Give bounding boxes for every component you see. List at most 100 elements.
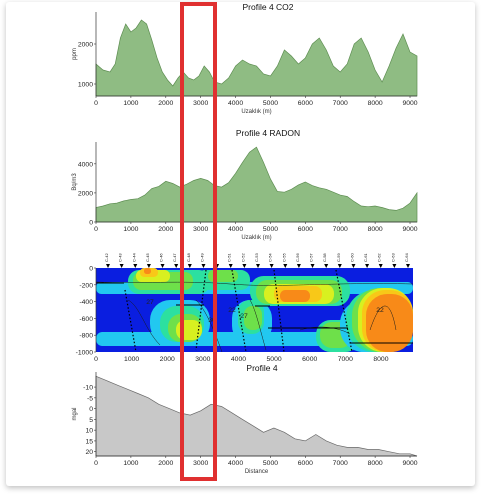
contour-label: 22 [376, 307, 384, 314]
station-marker [174, 264, 179, 268]
station-marker [269, 264, 274, 268]
station-marker [256, 264, 260, 268]
y-axis-label-gravity: mgal [72, 407, 78, 420]
y-tick-label-resistivity: -600 [79, 316, 93, 323]
station-label: C-63 [390, 253, 395, 262]
fault-dashed [195, 269, 207, 351]
panel-co2: 0 1000 2000 3000 4000 5000 6000 7000 8000 9000 100… [72, 2, 418, 115]
station-marker [406, 264, 410, 268]
y-tick-label-gravity: 20 [85, 449, 93, 456]
station-label: C-48 [186, 253, 191, 262]
station-marker [119, 264, 124, 268]
y-tick-label-gravity: -5 [87, 395, 93, 402]
station-marker [392, 264, 397, 268]
x-tick-label-co2: 2000 [158, 100, 173, 107]
title-co2: Profile 4 CO2 [242, 2, 293, 12]
section-blob [208, 270, 238, 282]
highlight-box [180, 2, 217, 481]
station-marker [187, 264, 192, 268]
station-label: C-46 [159, 253, 164, 262]
station-label: C-54 [268, 253, 273, 262]
contour-label: 22 [228, 307, 236, 314]
x-tick-label-gravity: 0 [94, 460, 98, 467]
station-label: C-58 [322, 253, 327, 262]
y-tick-label-gravity: -10 [83, 385, 93, 392]
y-tick-label-resistivity: -200 [79, 282, 93, 289]
x-tick-label-gravity: 1000 [123, 460, 138, 467]
x-tick-label-gravity: 5000 [263, 460, 278, 467]
x-tick-label-co2: 6000 [298, 100, 313, 107]
station-marker [146, 264, 151, 268]
station-label: C-44 [131, 253, 136, 262]
y-tick-label-radon: 4000 [78, 161, 93, 168]
station-label: C-61 [363, 253, 368, 262]
x-tick-label-gravity: 2000 [158, 460, 173, 467]
y-tick-label-resistivity: 0 [89, 266, 93, 273]
area-series-radon [95, 146, 418, 223]
y-tick-label-co2: 1000 [78, 82, 93, 89]
station-marker [296, 264, 301, 268]
x-tick-label-gravity: 9000 [402, 460, 417, 467]
contour-label: 27 [240, 313, 248, 320]
station-marker [337, 264, 342, 268]
x-tick-label-resistivity: 2000 [160, 356, 175, 363]
y-axis-label-co2: ppm [72, 48, 78, 60]
x-tick-label-resistivity: 7000 [338, 356, 353, 363]
station-marker [242, 264, 247, 268]
y-tick-label-gravity: 0 [89, 406, 93, 413]
station-marker [365, 264, 370, 268]
area-series-co2 [95, 19, 418, 97]
station-marker [283, 264, 288, 268]
contour-label: 30 [208, 317, 216, 324]
x-tick-label-resistivity: 4000 [231, 356, 246, 363]
contour-line [96, 281, 413, 286]
x-tick-label-co2: 4000 [228, 100, 243, 107]
x-tick-label-radon: 6000 [298, 226, 313, 233]
section-blob [280, 290, 310, 302]
station-marker [133, 264, 138, 268]
y-tick-label-radon: 0 [89, 220, 93, 227]
x-tick-label-gravity: 3000 [193, 460, 208, 467]
y-tick-label-radon: 2000 [78, 190, 93, 197]
x-tick-label-co2: 3000 [193, 100, 208, 107]
y-tick-label-gravity: 10 [85, 428, 93, 435]
x-tick-label-co2: 5000 [263, 100, 278, 107]
y-tick-label-gravity: 15 [85, 438, 93, 445]
x-tick-label-resistivity: 5000 [267, 356, 282, 363]
station-label: C-43 [118, 253, 123, 262]
station-label: C-55 [281, 253, 286, 262]
x-tick-label-radon: 5000 [263, 226, 278, 233]
x-tick-label-resistivity: 1000 [124, 356, 139, 363]
x-tick-label-co2: 9000 [402, 100, 417, 107]
section-blob [144, 268, 151, 274]
y-tick-label-co2: 2000 [78, 42, 93, 49]
y-tick-label-resistivity: -400 [79, 299, 93, 306]
x-tick-label-radon: 4000 [228, 226, 243, 233]
station-label: C-42 [104, 253, 109, 262]
y-tick-label-resistivity: -800 [79, 333, 93, 340]
station-marker [310, 264, 315, 268]
station-label: C-51 [227, 253, 232, 262]
contour-label: 27 [146, 299, 154, 306]
station-marker [351, 264, 356, 268]
x-tick-label-radon: 1000 [123, 226, 138, 233]
y-tick-label-gravity: 5 [89, 417, 93, 424]
x-tick-label-radon: 9000 [402, 226, 417, 233]
x-tick-label-gravity: 8000 [368, 460, 383, 467]
y-tick-label-resistivity: -1000 [76, 350, 94, 357]
station-marker [324, 264, 329, 268]
contour-line [195, 299, 223, 352]
x-axis-label-gravity: Distance [245, 469, 269, 475]
x-tick-label-co2: 8000 [368, 100, 383, 107]
station-label: C-45 [145, 253, 150, 262]
x-tick-label-resistivity: 0 [94, 356, 98, 363]
station-marker [106, 264, 110, 268]
x-tick-label-co2: 0 [94, 100, 98, 107]
panel-gravity: 0 1000 2000 3000 4000 5000 6000 7000 8000 9000 -10… [72, 363, 418, 475]
station-label: C-49 [199, 253, 204, 262]
station-label: C-59 [336, 253, 341, 262]
x-axis-label-radon: Uzaklık (m) [241, 235, 271, 241]
section-blob [366, 294, 413, 352]
panel-resistivity: 27 30 27 22 22 C-42 C-43 C-44 C-45 C-46 C-47 C-48 C-… [76, 253, 413, 363]
